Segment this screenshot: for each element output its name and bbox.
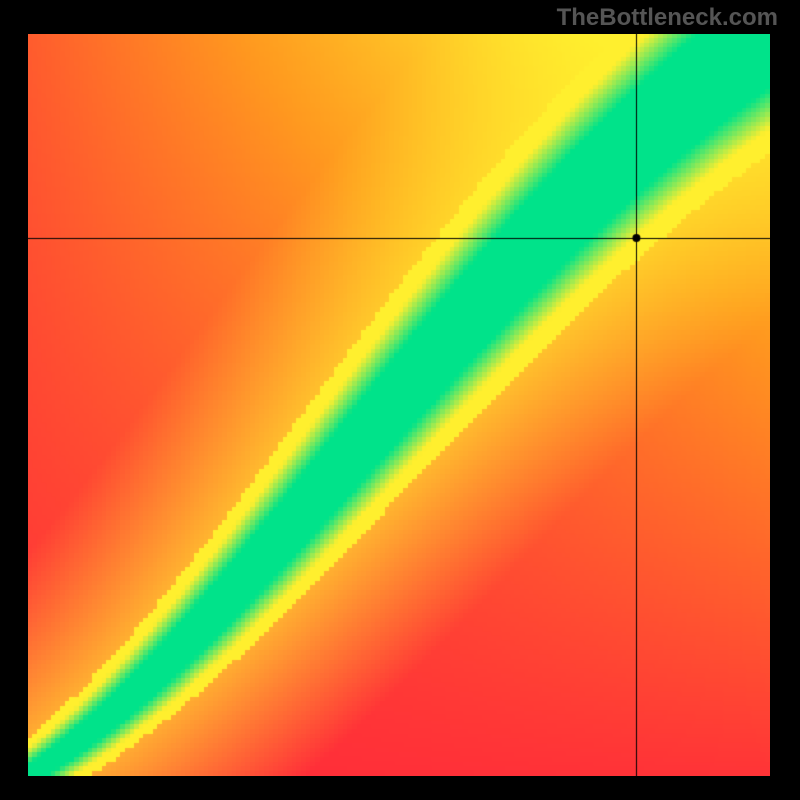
watermark-text: TheBottleneck.com [557,4,778,32]
chart-container: TheBottleneck.com [0,0,800,800]
bottleneck-heatmap [28,34,770,776]
